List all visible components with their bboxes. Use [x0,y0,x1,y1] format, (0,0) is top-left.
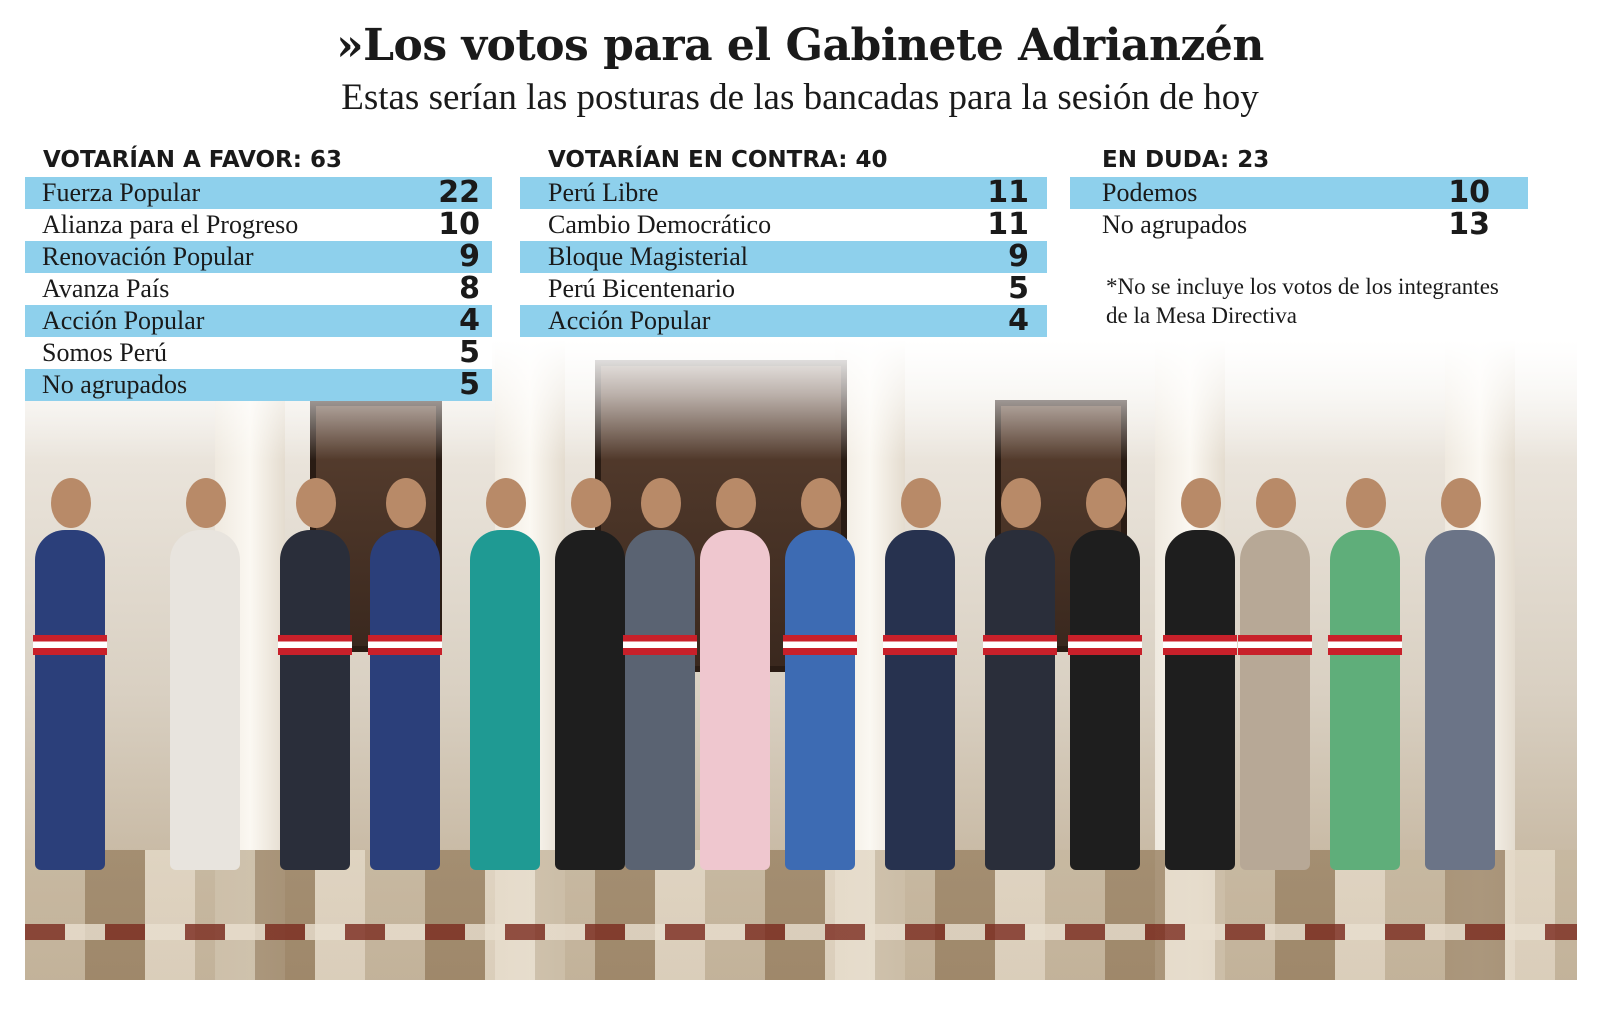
vote-count: 11 [987,175,1029,210]
party-name: No agrupados [1102,210,1248,239]
table-row: No agrupados 5 [25,369,492,401]
vote-count: 4 [459,303,480,338]
table-row: Alianza para el Progreso 10 [25,209,492,241]
party-name: Bloque Magisterial [548,242,749,271]
favor-header: VOTARÍAN A FAVOR: 63 [43,147,342,173]
vote-count: 11 [987,207,1029,242]
table-row: Somos Perú 5 [25,337,492,369]
vote-count: 5 [1008,271,1029,306]
party-name: Avanza País [42,274,170,303]
party-name: Acción Popular [42,306,205,335]
favor-rows: Fuerza Popular 22 Alianza para el Progres… [25,177,492,401]
vote-count: 9 [459,239,480,274]
table-row: Avanza País 8 [25,273,492,305]
table-row: Perú Bicentenario 5 [520,273,1047,305]
vote-count: 10 [1448,175,1490,210]
vote-count: 4 [1008,303,1029,338]
vote-count: 10 [438,207,480,242]
duda-rows: Podemos 10 No agrupados 13 [1070,177,1528,241]
vote-count: 5 [459,367,480,402]
page-subtitle: Estas serían las posturas de las bancada… [341,77,1259,118]
party-name: Renovación Popular [42,242,254,271]
vote-count: 13 [1448,207,1490,242]
table-row: Perú Libre 11 [520,177,1047,209]
panel-favor: VOTARÍAN A FAVOR: 63 Fuerza Popular 22 Al… [25,143,492,401]
party-name: Fuerza Popular [42,178,201,207]
party-name: Perú Libre [548,178,659,207]
page-title: »Los votos para el Gabinete Adrianzén [336,20,1264,71]
vote-count: 5 [459,335,480,370]
table-row: Podemos 10 [1070,177,1528,209]
table-row: No agrupados 13 [1070,209,1528,241]
table-row: Acción Popular 4 [520,305,1047,337]
contra-header: VOTARÍAN EN CONTRA: 40 [548,147,888,173]
panel-contra: VOTARÍAN EN CONTRA: 40 Perú Libre 11 Camb… [520,143,1047,337]
party-name: Somos Perú [42,338,167,367]
table-row: Acción Popular 4 [25,305,492,337]
party-name: No agrupados [42,370,188,399]
footnote: *No se incluye los votos de los integran… [1106,274,1499,328]
party-name: Podemos [1102,178,1198,207]
table-row: Renovación Popular 9 [25,241,492,273]
party-name: Acción Popular [548,306,711,335]
vote-count: 22 [438,175,480,210]
party-name: Alianza para el Progreso [42,210,299,239]
table-row: Fuerza Popular 22 [25,177,492,209]
vote-count: 9 [1008,239,1029,274]
table-row: Bloque Magisterial 9 [520,241,1047,273]
vote-count: 8 [459,271,480,306]
duda-header: EN DUDA: 23 [1102,147,1270,173]
table-row: Cambio Democrático 11 [520,209,1047,241]
party-name: Cambio Democrático [548,210,772,239]
party-name: Perú Bicentenario [548,274,735,303]
panel-duda: EN DUDA: 23 Podemos 10 No agrupados 13 [1070,143,1528,241]
contra-rows: Perú Libre 11 Cambio Democrático 11 Bloque… [520,177,1047,337]
